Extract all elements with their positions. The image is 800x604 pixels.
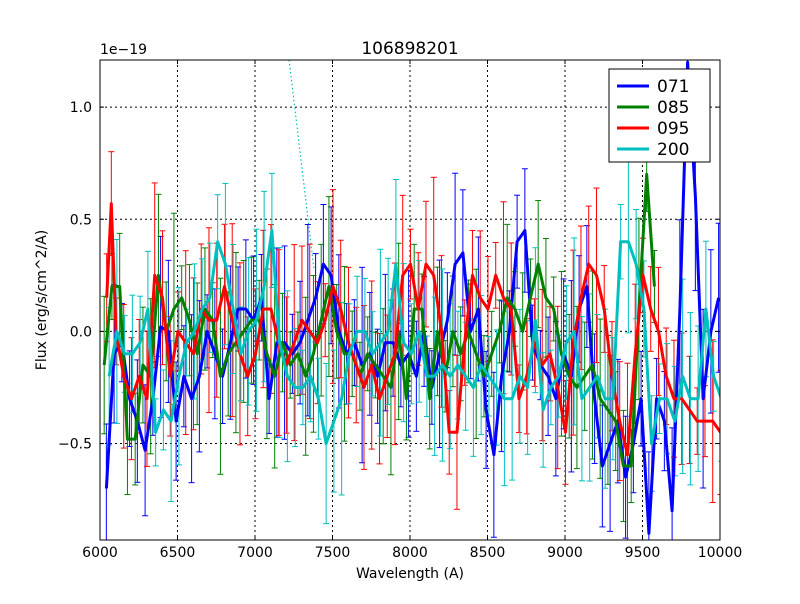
y-tick-label: 0.5 [70,212,92,228]
x-tick-label: 8000 [392,545,428,561]
legend-label-095: 095 [657,119,689,139]
y-tick-label: 1.0 [70,100,92,116]
y-axis-label: Flux (erg/s/cm^2/A) [34,230,50,370]
y-tick-label: 0.0 [70,324,92,340]
x-tick-label: 10000 [698,545,743,561]
x-tick-label: 9500 [625,545,661,561]
x-tick-label: 7000 [237,545,273,561]
y-offset-label: 1e−19 [100,42,147,58]
y-tick-label: −0.5 [58,437,92,453]
chart-title: 106898201 [361,39,458,59]
legend-label-085: 085 [657,98,689,118]
series-line-200 [107,229,720,446]
legend-label-200: 200 [657,140,689,160]
legend-label-071: 071 [657,77,689,97]
x-tick-label: 9000 [547,545,583,561]
x-tick-label: 6000 [82,545,118,561]
x-axis-label: Wavelength (A) [356,566,464,582]
cyan-dotted-connector [288,60,315,269]
axes-ticks: 6000 6500 7000 7500 8000 8500 9000 9500 10000 −0.… [58,60,742,561]
series-line-095 [105,202,720,457]
data-layer [101,60,720,540]
x-tick-label: 8500 [470,545,506,561]
x-tick-label: 7500 [315,545,351,561]
x-tick-label: 6500 [160,545,196,561]
